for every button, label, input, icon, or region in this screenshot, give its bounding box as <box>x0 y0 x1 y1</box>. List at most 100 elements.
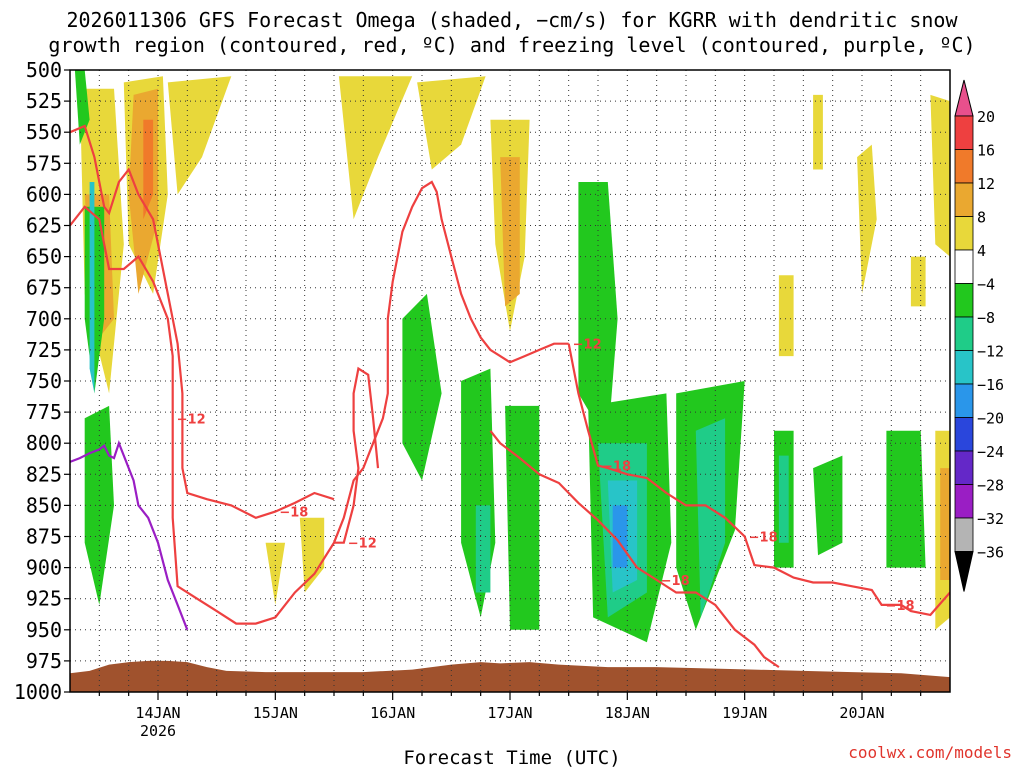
omega-shade-11 <box>299 517 325 593</box>
colorbar-swatch <box>954 249 974 284</box>
colorbar-swatch <box>954 484 974 519</box>
omega-shade-6 <box>84 206 105 394</box>
omega-shade-8 <box>89 182 95 394</box>
colorbar-label: −20 <box>977 410 1004 428</box>
x-tick-label: 16JAN <box>370 704 415 722</box>
omega-shade-29 <box>778 275 794 357</box>
colorbar-label: −12 <box>977 343 1004 361</box>
colorbar-label: −28 <box>977 477 1004 495</box>
colorbar-swatch <box>954 417 974 452</box>
colorbar-label: 16 <box>977 142 995 160</box>
source-credit: coolwx.com/models <box>848 743 1012 762</box>
contour-label: −18 <box>749 531 778 546</box>
contour-label: −18 <box>602 460 631 475</box>
x-tick-label: 18JAN <box>605 704 650 722</box>
omega-shade-19 <box>475 505 491 593</box>
colorbar-label: −16 <box>977 376 1004 394</box>
omega-shade-35 <box>930 94 950 257</box>
x-tick-year-label: 2026 <box>140 722 176 740</box>
y-tick-label: 725 <box>26 338 62 362</box>
colorbar-swatch <box>954 216 974 251</box>
colorbar-label: 12 <box>977 175 995 193</box>
y-tick-label: 1000 <box>14 680 62 704</box>
x-tick-label: 17JAN <box>487 704 532 722</box>
y-tick-label: 575 <box>26 151 62 175</box>
y-tick-label: 700 <box>26 307 62 331</box>
colorbar-label: −32 <box>977 510 1004 528</box>
contour-label: −18 <box>279 506 308 521</box>
colorbar-bottom-arrow <box>954 551 974 592</box>
y-tick-label: 675 <box>26 276 62 300</box>
omega-shade-26 <box>695 418 726 618</box>
omega-shade-28 <box>778 455 789 543</box>
colorbar-swatch <box>954 115 974 150</box>
chart-title-line-2: growth region (contoured, red, ºC) and f… <box>48 33 976 57</box>
colorbar-label: 4 <box>977 242 986 260</box>
colorbar-swatch <box>954 149 974 184</box>
y-tick-label: 825 <box>26 462 62 486</box>
contour-label: −12 <box>348 537 377 552</box>
colorbar-label: 8 <box>977 209 986 227</box>
freezing-contour-0 <box>70 439 189 631</box>
colorbar-swatch <box>954 383 974 418</box>
dgz-contour-3 <box>489 430 780 669</box>
y-tick-label: 600 <box>26 182 62 206</box>
y-tick-label: 550 <box>26 120 62 144</box>
colorbar-swatch <box>954 182 974 217</box>
contour-label: −18 <box>661 574 690 589</box>
omega-shade-12 <box>338 76 413 220</box>
colorbar-swatch <box>954 316 974 351</box>
colorbar-swatch <box>954 283 974 318</box>
omega-shade-13 <box>417 76 486 170</box>
colorbar-top-arrow <box>954 79 974 117</box>
y-tick-label: 775 <box>26 400 62 424</box>
omega-shade-33 <box>857 144 877 294</box>
dgz-contour-0 <box>70 124 335 519</box>
colorbar-swatch <box>954 517 974 552</box>
x-tick-label: 20JAN <box>839 704 884 722</box>
colorbar-label: −24 <box>977 443 1004 461</box>
y-tick-label: 950 <box>26 618 62 642</box>
colorbar-label: −8 <box>977 309 995 327</box>
chart-title-line-1: 2026011306 GFS Forecast Omega (shaded, −… <box>66 8 958 32</box>
omega-shade-9 <box>167 76 232 195</box>
omega-shade-37 <box>940 468 950 580</box>
dgz-contour-2 <box>334 366 380 544</box>
x-tick-label: 19JAN <box>722 704 767 722</box>
y-tick-label: 625 <box>26 214 62 238</box>
omega-shade-34 <box>910 256 926 307</box>
contour-label: −12 <box>573 338 602 353</box>
colorbar-label: 20 <box>977 108 995 126</box>
x-axis-label: Forecast Time (UTC) <box>403 747 621 769</box>
omega-shade-10 <box>265 542 286 605</box>
omega-shade-31 <box>813 455 843 556</box>
colorbar-swatch <box>954 450 974 485</box>
y-tick-label: 800 <box>26 431 62 455</box>
omega-shade-20 <box>578 182 618 444</box>
omega-shade-5 <box>74 70 90 145</box>
contour-label: −18 <box>886 599 915 614</box>
contour-label: −12 <box>177 412 206 427</box>
colorbar-label: −4 <box>977 276 995 294</box>
omega-shade-30 <box>813 94 823 170</box>
y-tick-label: 850 <box>26 493 62 517</box>
dgz-contour-1 <box>70 180 569 625</box>
terrain-surface <box>70 660 950 692</box>
y-tick-label: 500 <box>26 58 62 82</box>
y-tick-label: 525 <box>26 89 62 113</box>
colorbar-swatch <box>954 350 974 385</box>
omega-shade-16 <box>402 293 442 481</box>
y-tick-label: 650 <box>26 245 62 269</box>
x-tick-label: 14JAN <box>135 704 180 722</box>
omega-shade-32 <box>886 430 926 568</box>
x-tick-label: 15JAN <box>253 704 298 722</box>
y-tick-label: 925 <box>26 587 62 611</box>
y-tick-label: 875 <box>26 525 62 549</box>
omega-shade-18 <box>505 405 540 630</box>
y-tick-label: 975 <box>26 649 62 673</box>
colorbar: 20 16 12 8 4 −4 −8 −12 −16 −20 −24 −28 −32 −36 <box>954 79 1004 592</box>
y-tick-label: 900 <box>26 556 62 580</box>
colorbar-label: −36 <box>977 544 1004 562</box>
y-tick-label: 750 <box>26 369 62 393</box>
